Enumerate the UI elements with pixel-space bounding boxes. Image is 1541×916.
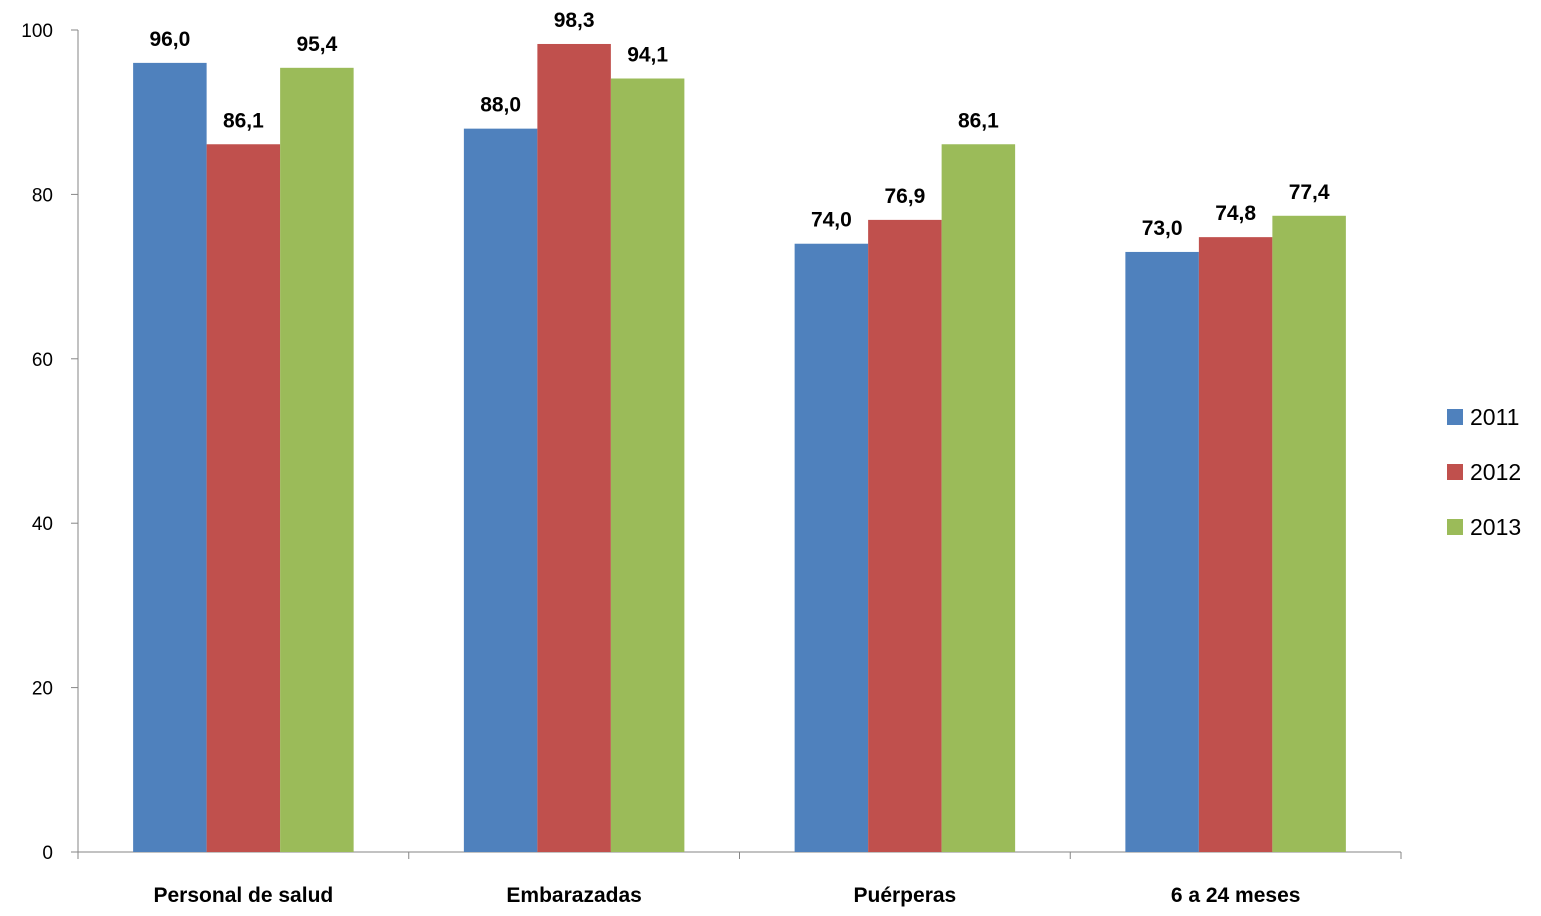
bar-2012-2 [868, 219, 942, 852]
data-label: 95,4 [296, 33, 337, 56]
legend-label: 2012 [1470, 459, 1521, 485]
legend: 2011 2012 2013 [1447, 404, 1521, 540]
x-tick-label: Puérperas [854, 884, 957, 907]
y-tick-label: 20 [32, 679, 53, 700]
y-tick-label: 0 [42, 843, 53, 864]
bar-2012-3 [1198, 237, 1273, 853]
x-tick-label: 6 a 24 meses [1171, 884, 1301, 907]
bar-2013-1 [610, 78, 685, 853]
y-tick-label: 100 [21, 21, 53, 42]
data-label: 88,0 [480, 94, 521, 117]
legend-swatch-2011 [1447, 409, 1463, 425]
data-label: 94,1 [627, 43, 668, 66]
data-label: 86,1 [958, 109, 999, 132]
y-tick-label: 60 [32, 350, 53, 371]
bars [133, 43, 1346, 853]
x-tick-label: Embarazadas [506, 884, 641, 907]
legend-swatch-2012 [1447, 464, 1463, 480]
data-label: 74,8 [1215, 202, 1256, 225]
bar-2013-2 [941, 144, 1016, 852]
bar-2013-3 [1272, 215, 1346, 853]
data-label: 98,3 [554, 9, 595, 32]
data-label: 74,0 [811, 209, 852, 232]
x-axis: Personal de salud Embarazadas Puérperas 6 a… [77, 851, 1402, 907]
legend-swatch-2013 [1447, 519, 1463, 535]
x-tick-label: Personal de salud [154, 884, 334, 907]
legend-label: 2013 [1470, 514, 1521, 540]
bar-2011-2 [794, 243, 869, 853]
y-tick-label: 40 [32, 514, 53, 535]
bar-2013-0 [280, 67, 354, 852]
legend-label: 2011 [1470, 404, 1519, 430]
y-tick-label: 80 [32, 185, 53, 206]
bar-2011-3 [1125, 251, 1199, 852]
y-axis: 0 20 40 60 80 100 [21, 21, 79, 864]
bar-2011-0 [133, 62, 207, 852]
bar-2012-1 [537, 43, 611, 852]
data-label: 86,1 [223, 109, 264, 132]
data-label: 73,0 [1142, 217, 1183, 240]
bar-2012-0 [206, 144, 281, 852]
bar-2011-1 [463, 128, 538, 852]
data-label: 77,4 [1289, 181, 1330, 204]
data-label: 76,9 [884, 185, 925, 208]
data-labels: 96,0 88,0 74,0 73,0 86,1 98,3 76,9 74,8 95,4 94,1… [149, 9, 1329, 240]
data-label: 96,0 [149, 28, 190, 51]
